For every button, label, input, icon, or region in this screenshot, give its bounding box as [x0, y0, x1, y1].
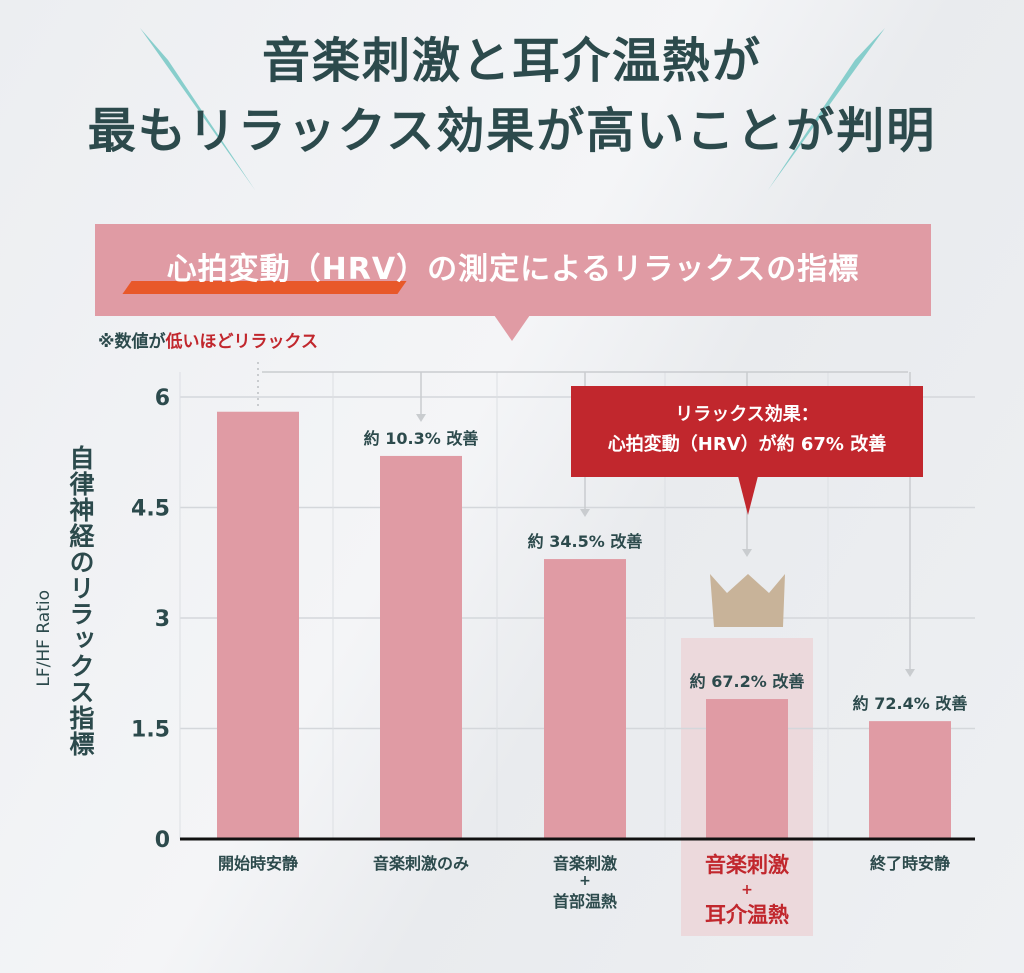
callout-box: リラックス効果： 心拍変動（HRV）が約 67% 改善 [571, 386, 923, 477]
headline-line-2: 最もリラックス効果が高いことが判明 [87, 103, 937, 159]
x-category-label: 耳介温熱 [705, 903, 789, 927]
y-tick-label: 4.5 [131, 497, 170, 522]
x-category-label: 音楽刺激 [553, 854, 617, 873]
y-axis-label: 自律神経のリラックス指標 [66, 445, 95, 757]
y-axis-sublabel: LF/HF Ratio [34, 590, 54, 687]
arrow-down-icon [905, 669, 915, 677]
chart-title-banner [95, 224, 931, 316]
bar-annotation: 約 67.2% 改善 [690, 672, 805, 691]
banner-pointer [494, 315, 530, 341]
bar-annotation: 約 34.5% 改善 [528, 532, 643, 551]
left-spike-decoration [140, 28, 885, 190]
callout-pointer [738, 476, 758, 515]
chart-note: ※数値が低いほどリラックス [98, 327, 318, 352]
bar [217, 411, 299, 839]
bar [544, 559, 626, 839]
arrow-down-icon [416, 414, 426, 422]
crown-icon [710, 574, 785, 627]
headline-line-1: 音楽刺激と耳介温熱が [261, 33, 762, 89]
bar [380, 455, 462, 839]
bar-annotation: 約 10.3% 改善 [364, 429, 479, 448]
bar-annotation: 約 72.4% 改善 [853, 694, 968, 713]
bar [706, 699, 788, 839]
x-category-label: 音楽刺激 [705, 853, 789, 877]
note-highlight: 低いほどリラックス [165, 332, 319, 352]
chart-title: 心拍変動（HRV）の測定によるリラックスの指標 [166, 252, 860, 287]
bar [869, 721, 951, 839]
y-tick-label: 6 [155, 386, 170, 411]
x-category-label: 終了時安静 [870, 854, 950, 873]
callout-line-2: 心拍変動（HRV）が約 67% 改善 [607, 434, 887, 455]
y-tick-label: 3 [155, 607, 170, 632]
x-category-label: 開始時安静 [218, 854, 298, 873]
arrow-down-icon [742, 549, 752, 557]
x-category-label: + [741, 882, 753, 898]
y-tick-label: 1.5 [131, 718, 170, 743]
x-category-label: 首部温熱 [553, 892, 617, 911]
x-category-label: 音楽刺激のみ [373, 854, 469, 873]
callout-line-1: リラックス効果： [675, 404, 819, 425]
note-prefix: ※数値が [98, 332, 166, 352]
arrow-down-icon [580, 509, 590, 517]
x-category-label: + [579, 873, 591, 889]
y-tick-label: 0 [155, 828, 170, 853]
